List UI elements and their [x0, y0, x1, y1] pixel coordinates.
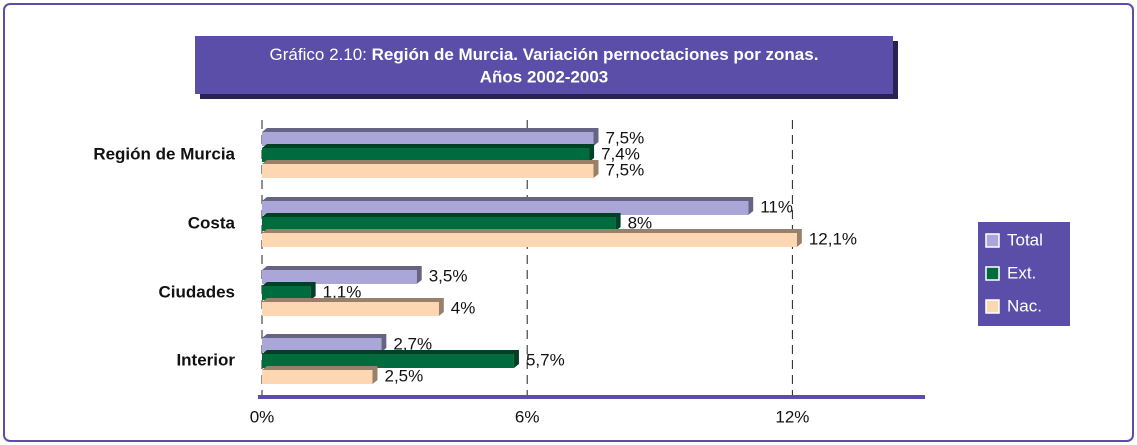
category-label: Región de Murcia — [93, 144, 235, 163]
bar-depth — [262, 266, 422, 284]
legend-swatch — [985, 299, 1000, 314]
bar — [262, 233, 797, 247]
chart-title: Gráfico 2.10: Región de Murcia. Variació… — [270, 45, 819, 64]
legend-label: Total — [1007, 230, 1043, 249]
bar — [262, 302, 439, 316]
value-label: 3,5% — [429, 266, 468, 285]
bar — [262, 132, 594, 146]
legend-swatch — [985, 233, 1000, 248]
legend-label: Nac. — [1007, 296, 1042, 315]
bar-depth — [262, 128, 599, 146]
value-label: 12,1% — [809, 229, 857, 248]
x-tick-label: 6% — [515, 407, 540, 426]
category-label: Ciudades — [158, 282, 235, 301]
value-label: 1,1% — [323, 282, 362, 301]
bar-depth — [262, 213, 621, 231]
value-label: 11% — [760, 197, 793, 216]
bar-depth — [262, 144, 595, 162]
value-label: 7,4% — [601, 144, 640, 163]
bar — [262, 148, 590, 162]
bar-depth — [262, 366, 378, 384]
bar — [262, 201, 749, 215]
category-label: Interior — [176, 350, 235, 369]
title-prefix: Gráfico 2.10: — [270, 45, 367, 64]
category-label: Costa — [188, 213, 236, 232]
bar-depth — [262, 334, 387, 352]
value-label: 5,7% — [526, 350, 565, 369]
bar — [262, 164, 594, 178]
x-tick-label: 12% — [775, 407, 809, 426]
bar — [262, 286, 311, 300]
bar-depth — [262, 160, 599, 178]
value-label: 4% — [451, 298, 476, 317]
value-label: 7,5% — [606, 128, 645, 147]
legend-swatch — [985, 266, 1000, 281]
bar — [262, 217, 616, 231]
bar — [262, 370, 373, 384]
x-tick-label: 0% — [250, 407, 275, 426]
bar-depth — [262, 350, 519, 368]
value-label: 2,7% — [393, 334, 432, 353]
value-label: 2,5% — [385, 366, 424, 385]
bar-depth — [262, 197, 754, 215]
title-box — [195, 36, 893, 94]
bar — [262, 354, 514, 368]
bar — [262, 338, 382, 352]
bar — [262, 270, 417, 284]
value-label: 7,5% — [606, 160, 645, 179]
value-label: 8% — [628, 213, 653, 232]
legend-label: Ext. — [1007, 263, 1036, 282]
bar-depth — [262, 229, 802, 247]
bar-depth — [262, 282, 316, 300]
title-line: Años 2002-2003 — [480, 67, 609, 86]
title-line: Región de Murcia. Variación pernoctacion… — [372, 45, 819, 64]
bar-depth — [262, 298, 444, 316]
